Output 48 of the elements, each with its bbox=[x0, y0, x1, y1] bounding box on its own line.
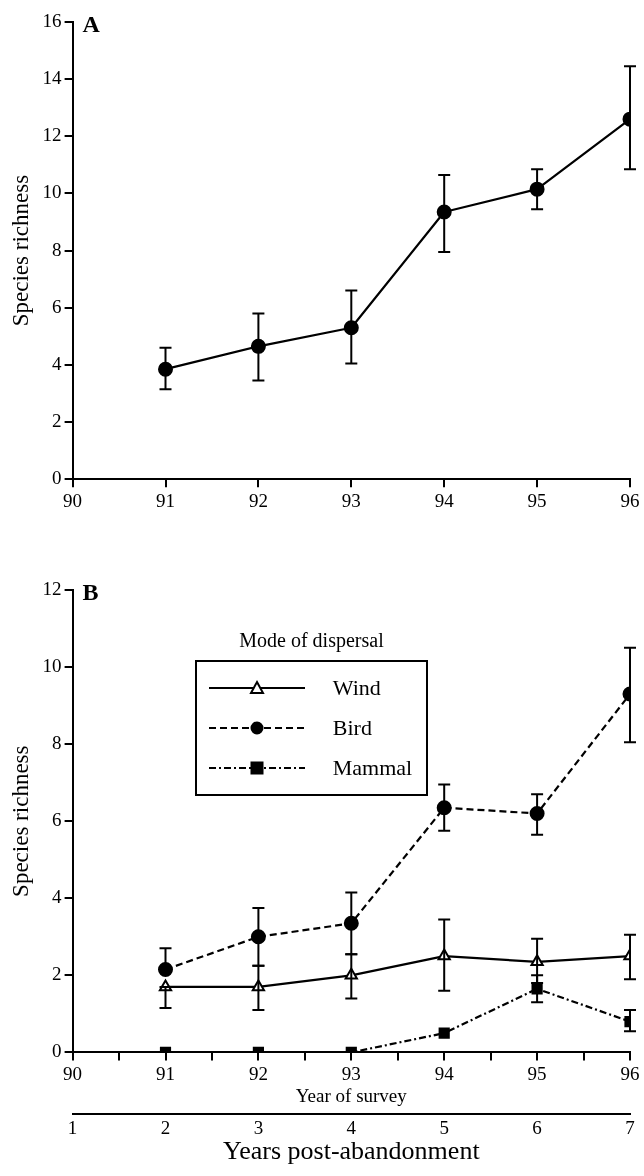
chart-title: A bbox=[82, 11, 101, 38]
y-tick-label: 10 bbox=[42, 655, 62, 677]
y-axis-title: Species richness bbox=[7, 174, 33, 327]
y-tick-label: 0 bbox=[52, 467, 62, 489]
point bbox=[438, 1027, 450, 1039]
x-tick-label: 91 bbox=[156, 489, 175, 511]
legend-label: Mammal bbox=[332, 755, 413, 781]
x-tick-label: 95 bbox=[527, 489, 547, 511]
x-tick-label: 90 bbox=[63, 1062, 83, 1084]
y-tick-label: 8 bbox=[52, 238, 62, 260]
y-tick-label: 2 bbox=[52, 963, 62, 985]
x2-tick-label: 3 bbox=[253, 1117, 264, 1139]
legend-label: Bird bbox=[332, 715, 372, 741]
x2-tick-label: 4 bbox=[346, 1117, 357, 1139]
y-tick-label: 6 bbox=[52, 295, 62, 317]
y-tick-label: 0 bbox=[52, 1040, 62, 1062]
x2-tick-label: 7 bbox=[625, 1117, 635, 1139]
x-tick-label: 93 bbox=[341, 489, 361, 511]
chart-title: B bbox=[82, 579, 99, 606]
x2-tick-label: 5 bbox=[439, 1117, 449, 1139]
y-axis-title: Species richness bbox=[7, 745, 33, 897]
y-tick-label: 12 bbox=[42, 577, 62, 599]
y-tick-label: 16 bbox=[42, 9, 62, 31]
x-tick-label: 92 bbox=[248, 1062, 268, 1084]
x2-axis-title: Years post-abandonment bbox=[223, 1136, 481, 1166]
x2-tick-label: 1 bbox=[67, 1117, 78, 1139]
x2-tick-label: 2 bbox=[160, 1117, 171, 1139]
x-tick-label: 96 bbox=[620, 1062, 640, 1084]
x-tick-label: 94 bbox=[434, 1062, 455, 1084]
x-tick-label: 90 bbox=[63, 489, 83, 511]
x-tick-label: 94 bbox=[434, 489, 455, 511]
y-tick-label: 12 bbox=[42, 124, 62, 146]
y-tick-label: 10 bbox=[42, 181, 62, 203]
y-tick-label: 14 bbox=[42, 67, 63, 89]
legend-label: Wind bbox=[332, 675, 381, 701]
x-tick-label: 91 bbox=[156, 1062, 175, 1084]
y-tick-label: 4 bbox=[52, 886, 63, 908]
y-tick-label: 6 bbox=[52, 809, 62, 831]
legend-title: Mode of dispersal bbox=[238, 629, 385, 654]
x-tick-label: 92 bbox=[248, 489, 268, 511]
x-axis-title: Year of survey bbox=[295, 1084, 408, 1106]
x-tick-label: 95 bbox=[527, 1062, 547, 1084]
y-tick-label: 4 bbox=[52, 352, 63, 374]
y-tick-label: 8 bbox=[52, 732, 62, 754]
x-tick-label: 96 bbox=[620, 489, 640, 511]
y-tick-label: 2 bbox=[52, 410, 62, 432]
x-tick-label: 93 bbox=[341, 1062, 361, 1084]
x2-tick-label: 6 bbox=[532, 1117, 542, 1139]
